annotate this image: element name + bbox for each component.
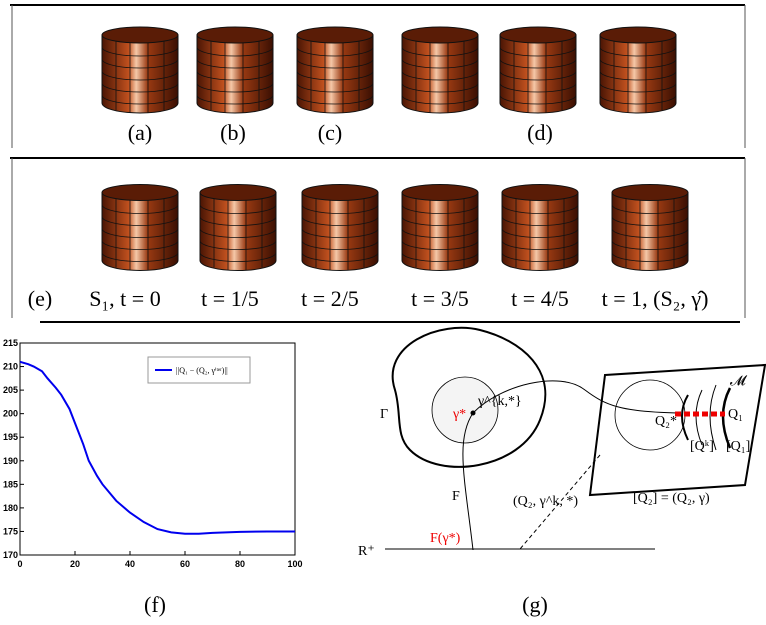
label: [Q₁] bbox=[726, 439, 750, 454]
label: (b) bbox=[220, 120, 246, 145]
shape bbox=[297, 27, 373, 113]
shape bbox=[612, 185, 688, 271]
x-tick-label: 20 bbox=[70, 559, 80, 569]
legend-label: ||Q₁ − (Q₂, γⁱᵗᵉʳ)|| bbox=[176, 366, 228, 375]
line-chart: 1008060402002152102052001951901851801751… bbox=[3, 338, 303, 569]
caption: (f) bbox=[144, 592, 166, 617]
y-tick-label: 170 bbox=[3, 550, 18, 560]
label: (d) bbox=[527, 120, 553, 145]
shape bbox=[500, 27, 576, 113]
label: t = 1, (S₂, γ̂) bbox=[602, 286, 709, 311]
x-tick-label: 40 bbox=[125, 559, 135, 569]
arc bbox=[696, 390, 702, 445]
x-tick-label: 60 bbox=[180, 559, 190, 569]
shape bbox=[197, 27, 273, 113]
shape bbox=[402, 185, 478, 271]
label: (Q₂, γ^k, *) bbox=[513, 494, 578, 509]
bottom-panel: (e) S₁, t = 0 t = 1/5 t = 2/5 t = 3/5 t … bbox=[10, 158, 745, 322]
caption: (g) bbox=[522, 592, 548, 617]
y-tick-label: 205 bbox=[3, 385, 18, 395]
shape bbox=[102, 185, 178, 271]
label: γ^{k,*} bbox=[477, 394, 522, 409]
x-tick-label: 100 bbox=[287, 559, 302, 569]
label: (c) bbox=[318, 120, 342, 145]
shape bbox=[502, 185, 578, 271]
y-tick-label: 180 bbox=[3, 503, 18, 513]
label: 𝓜 bbox=[730, 374, 748, 389]
label: Q₁ bbox=[728, 407, 743, 422]
label: t = 1/5 bbox=[201, 286, 259, 311]
point bbox=[471, 411, 475, 415]
label: t = 2/5 bbox=[301, 286, 359, 311]
y-tick-label: 200 bbox=[3, 409, 18, 419]
data-line bbox=[20, 362, 295, 534]
top-panel: (a) (b) (c) (d) bbox=[10, 5, 745, 148]
y-tick-label: 190 bbox=[3, 456, 18, 466]
shape bbox=[600, 27, 676, 113]
label: t = 3/5 bbox=[411, 286, 469, 311]
figure: (a) (b) (c) (d) (e) S₁, t = 0 t = 1/5 t … bbox=[0, 0, 766, 625]
shape bbox=[302, 185, 378, 271]
shape bbox=[402, 27, 478, 113]
y-tick-label: 185 bbox=[3, 479, 18, 489]
label: t = 4/5 bbox=[511, 286, 569, 311]
label: [Qᵏ] bbox=[690, 439, 714, 454]
label: (a) bbox=[128, 120, 152, 145]
diagram: Γ γ* γ^{k,*} F R⁺ F(γ*) (Q₂, γ^k, *) [Q₂… bbox=[358, 328, 765, 559]
x-tick-label: 0 bbox=[17, 559, 22, 569]
y-tick-label: 195 bbox=[3, 432, 18, 442]
y-tick-label: 175 bbox=[3, 526, 18, 536]
label: R⁺ bbox=[358, 544, 375, 559]
label: F(γ*) bbox=[430, 531, 461, 546]
label: Q₂* bbox=[655, 414, 677, 429]
shape bbox=[102, 27, 178, 113]
label: Γ bbox=[380, 407, 388, 422]
y-tick-label: 215 bbox=[3, 338, 18, 348]
y-tick-label: 210 bbox=[3, 362, 18, 372]
shape bbox=[200, 185, 276, 271]
label: (e) bbox=[28, 286, 52, 311]
label: γ* bbox=[452, 407, 466, 422]
label: [Q₂] = (Q₂, γ) bbox=[633, 491, 710, 506]
label: F bbox=[452, 489, 460, 504]
label: S₁, t = 0 bbox=[89, 286, 160, 311]
x-tick-label: 80 bbox=[235, 559, 245, 569]
